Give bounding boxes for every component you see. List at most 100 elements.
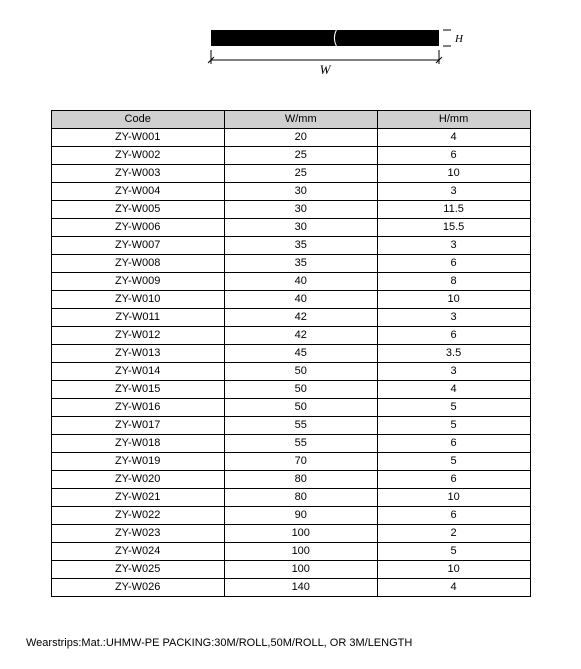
table-row: ZY-W0241005: [51, 543, 530, 561]
cell: ZY-W022: [51, 507, 224, 525]
table-row: ZY-W018556: [51, 435, 530, 453]
table-row: ZY-W016505: [51, 399, 530, 417]
cell: 35: [224, 237, 377, 255]
cell: ZY-W006: [51, 219, 224, 237]
table-row: ZY-W017555: [51, 417, 530, 435]
table-row: ZY-W0053011.5: [51, 201, 530, 219]
table-row: ZY-W007353: [51, 237, 530, 255]
cell: 5: [377, 543, 530, 561]
cell: ZY-W021: [51, 489, 224, 507]
svg-text:H: H: [454, 33, 464, 45]
table-row: ZY-W011423: [51, 309, 530, 327]
cell: ZY-W013: [51, 345, 224, 363]
cell: ZY-W020: [51, 471, 224, 489]
cell: 42: [224, 309, 377, 327]
cell: 25: [224, 147, 377, 165]
cell: ZY-W005: [51, 201, 224, 219]
table-row: ZY-W014503: [51, 363, 530, 381]
cell: 4: [377, 381, 530, 399]
cross-section-diagram: HW: [91, 20, 491, 80]
table-row: ZY-W0063015.5: [51, 219, 530, 237]
cell: 55: [224, 417, 377, 435]
cell: 3: [377, 309, 530, 327]
footer-note: Wearstrips:Mat.:UHMW-PE PACKING:30M/ROLL…: [26, 637, 561, 649]
cell: 10: [377, 561, 530, 579]
cell: 80: [224, 489, 377, 507]
svg-text:W: W: [319, 62, 331, 77]
cell: 42: [224, 327, 377, 345]
cell: ZY-W025: [51, 561, 224, 579]
cell: 6: [377, 507, 530, 525]
cell: 40: [224, 291, 377, 309]
cell: ZY-W015: [51, 381, 224, 399]
cell: ZY-W016: [51, 399, 224, 417]
cell: 55: [224, 435, 377, 453]
cell: ZY-W026: [51, 579, 224, 597]
table-row: ZY-W02510010: [51, 561, 530, 579]
cell: ZY-W018: [51, 435, 224, 453]
cell: ZY-W003: [51, 165, 224, 183]
cell: 45: [224, 345, 377, 363]
cell: 15.5: [377, 219, 530, 237]
cell: 6: [377, 471, 530, 489]
cell: 5: [377, 453, 530, 471]
cell: ZY-W008: [51, 255, 224, 273]
cell: 6: [377, 327, 530, 345]
cell: ZY-W012: [51, 327, 224, 345]
cell: 90: [224, 507, 377, 525]
cell: 40: [224, 273, 377, 291]
table-row: ZY-W019705: [51, 453, 530, 471]
col-header-1: W/mm: [224, 111, 377, 129]
table-row: ZY-W008356: [51, 255, 530, 273]
table-row: ZY-W012426: [51, 327, 530, 345]
cell: ZY-W024: [51, 543, 224, 561]
cell: 3: [377, 237, 530, 255]
cell: 100: [224, 525, 377, 543]
cell: ZY-W007: [51, 237, 224, 255]
cell: 70: [224, 453, 377, 471]
cell: 30: [224, 219, 377, 237]
table-row: ZY-W0218010: [51, 489, 530, 507]
cell: 11.5: [377, 201, 530, 219]
cell: 10: [377, 165, 530, 183]
cell: 6: [377, 147, 530, 165]
cell: ZY-W014: [51, 363, 224, 381]
cell: 6: [377, 435, 530, 453]
table-row: ZY-W0104010: [51, 291, 530, 309]
cell: ZY-W010: [51, 291, 224, 309]
cell: ZY-W001: [51, 129, 224, 147]
table-row: ZY-W002256: [51, 147, 530, 165]
cell: 4: [377, 579, 530, 597]
cell: 3: [377, 183, 530, 201]
cell: ZY-W004: [51, 183, 224, 201]
cell: ZY-W019: [51, 453, 224, 471]
col-header-2: H/mm: [377, 111, 530, 129]
wearstrip-spec-table: CodeW/mmH/mm ZY-W001204ZY-W002256ZY-W003…: [51, 110, 531, 597]
table-row: ZY-W0231002: [51, 525, 530, 543]
cell: 8: [377, 273, 530, 291]
cell: 50: [224, 399, 377, 417]
cell: 80: [224, 471, 377, 489]
cell: 2: [377, 525, 530, 543]
table-row: ZY-W015504: [51, 381, 530, 399]
cell: 5: [377, 399, 530, 417]
table-row: ZY-W009408: [51, 273, 530, 291]
table-row: ZY-W0032510: [51, 165, 530, 183]
cell: ZY-W009: [51, 273, 224, 291]
table-row: ZY-W020806: [51, 471, 530, 489]
cell: 6: [377, 255, 530, 273]
cell: 5: [377, 417, 530, 435]
cell: ZY-W002: [51, 147, 224, 165]
cell: 3.5: [377, 345, 530, 363]
cell: ZY-W017: [51, 417, 224, 435]
table-row: ZY-W0261404: [51, 579, 530, 597]
table-row: ZY-W022906: [51, 507, 530, 525]
cell: 10: [377, 489, 530, 507]
cell: 50: [224, 381, 377, 399]
cell: 30: [224, 183, 377, 201]
cell: 100: [224, 543, 377, 561]
table-row: ZY-W001204: [51, 129, 530, 147]
cell: 35: [224, 255, 377, 273]
cell: ZY-W023: [51, 525, 224, 543]
cell: 30: [224, 201, 377, 219]
